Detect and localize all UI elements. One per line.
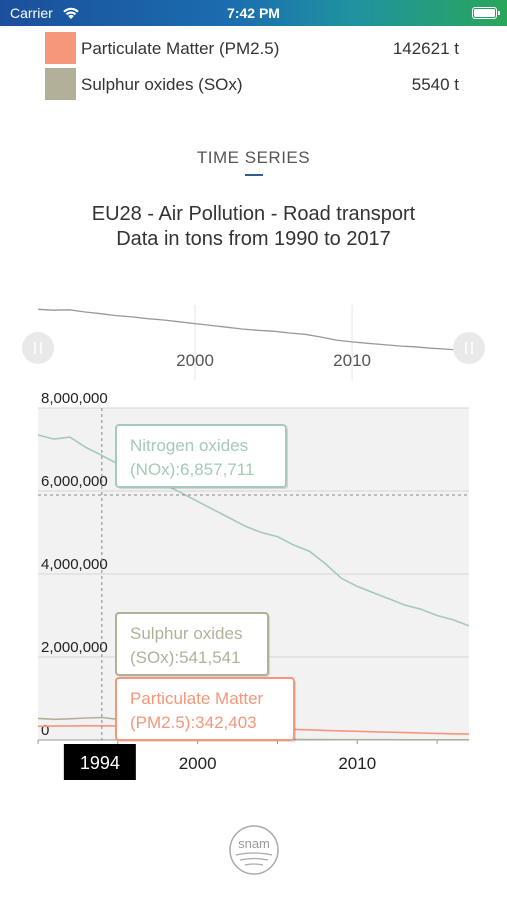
tooltip: Nitrogen oxides (NOx):6,857,711: [115, 424, 288, 489]
y-tick-label: 4,000,000: [41, 556, 108, 573]
legend-name: Particulate Matter (PM2.5): [81, 39, 280, 58]
chart-title-line-1: EU28 - Air Pollution - Road transport: [91, 203, 416, 225]
legend-item-pm25[interactable]: Particulate Matter (PM2.5) 142621 t: [45, 32, 463, 64]
tooltip-box: [115, 677, 295, 741]
tooltip-box: [115, 612, 269, 676]
navigator-tick-label: 2000: [176, 351, 214, 370]
tooltip-text: Nitrogen oxides: [130, 436, 248, 455]
tooltip-text: Particulate Matter: [130, 689, 264, 708]
clock-time: 7:42 PM: [227, 5, 280, 21]
x-tick-label: 2010: [338, 754, 376, 773]
crosshair-x-label: 1994: [80, 753, 120, 773]
navigator-tick-label: 2010: [333, 351, 371, 370]
legend-swatch-sox: [45, 68, 76, 100]
time-navigator[interactable]: 2000 2010: [0, 300, 507, 385]
y-tick-label: 2,000,000: [41, 639, 108, 656]
tooltip-text: Sulphur oxides: [130, 624, 242, 643]
legend-value: 5540 t: [411, 75, 459, 94]
carrier-label: Carrier: [10, 5, 53, 21]
crosshair-x-label-box: [63, 744, 136, 780]
legend-value: 142621 t: [392, 39, 459, 58]
time-series-chart[interactable]: 0 2,000,000 4,000,000 6,000,000 8,000,000 200…: [0, 385, 507, 785]
y-tick-label: 6,000,000: [41, 473, 108, 490]
navigator-line: [37, 308, 463, 352]
x-tick-label: 2000: [179, 754, 217, 773]
navigator-handle-right[interactable]: [453, 332, 485, 364]
status-bar: Carrier 7:42 PM: [0, 0, 507, 26]
tooltip-text: (SOx):541,541: [130, 648, 241, 667]
y-tick-label: 8,000,000: [41, 390, 108, 407]
section-underline: [245, 174, 263, 176]
y-tick-label: 0: [41, 722, 49, 739]
legend-name: Sulphur oxides (SOx): [81, 75, 243, 94]
snam-logo: snam: [229, 825, 279, 875]
navigator-handle-left[interactable]: [22, 332, 54, 364]
tooltip-text: (NOx):6,857,711: [130, 460, 254, 479]
logo-text: snam: [238, 836, 270, 851]
chart-title: EU28 - Air Pollution - Road transport Da…: [0, 202, 507, 252]
wifi-icon: [63, 7, 79, 19]
tooltip: Sulphur oxides (SOx):541,541: [115, 612, 270, 677]
tooltip-box: [115, 424, 287, 488]
chart-subtitle: Data in tons from 1990 to 2017: [116, 228, 391, 250]
legend-item-sox[interactable]: Sulphur oxides (SOx) 5540 t: [45, 68, 463, 100]
tooltip: Particulate Matter (PM2.5):342,403: [115, 677, 296, 742]
section-title: TIME SERIES: [196, 148, 311, 167]
series-line: [37, 434, 470, 627]
battery-icon: [472, 7, 500, 19]
tooltip-text: (PM2.5):342,403: [130, 713, 257, 732]
legend-swatch-pm25: [45, 32, 76, 64]
